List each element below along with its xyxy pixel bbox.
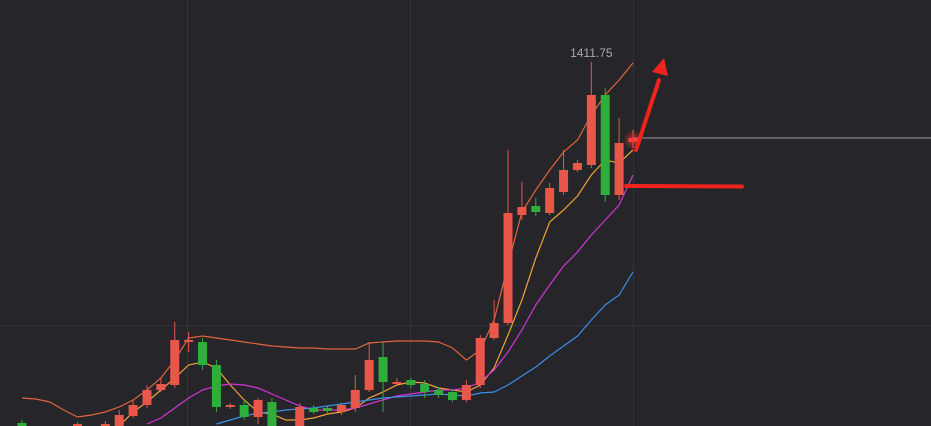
candle-body <box>350 390 360 408</box>
candle-body <box>128 405 138 416</box>
candle <box>73 422 83 426</box>
candle-body <box>614 143 624 195</box>
candle-body <box>336 405 346 412</box>
candle-body <box>323 408 332 411</box>
candle <box>461 380 471 402</box>
candle <box>128 400 138 418</box>
candle <box>420 380 430 398</box>
candle-body <box>17 423 27 426</box>
candle-body <box>142 390 152 405</box>
candle-body <box>364 360 374 390</box>
candle <box>572 160 582 172</box>
candle-body <box>586 95 596 165</box>
candle <box>392 378 402 386</box>
candle-body <box>531 206 541 212</box>
candle <box>600 88 610 202</box>
candle-body <box>73 424 83 426</box>
candle <box>142 385 152 408</box>
candle <box>184 332 194 352</box>
candle-body <box>156 384 166 390</box>
candle-body <box>392 382 402 384</box>
ma-line <box>118 149 634 426</box>
candle-body <box>420 384 430 392</box>
candle <box>406 378 416 388</box>
candle <box>503 150 513 325</box>
candle <box>531 198 541 216</box>
annotation-arrow <box>634 78 661 152</box>
candle <box>586 61 596 168</box>
candle-body <box>239 405 249 417</box>
candle <box>323 406 332 413</box>
candle-body <box>100 424 110 426</box>
candle-body <box>434 390 444 395</box>
high-price-label: 1411.75 <box>570 46 613 60</box>
candle-body <box>489 323 499 338</box>
candle <box>489 300 499 340</box>
candle <box>336 403 346 415</box>
candle-body <box>184 340 194 342</box>
candle <box>447 390 457 402</box>
candle-body <box>475 338 485 385</box>
candle-body <box>295 407 305 426</box>
candle-body <box>447 392 457 400</box>
candle <box>267 398 277 426</box>
candle <box>434 387 444 398</box>
candle-body <box>378 357 388 382</box>
candle <box>253 398 263 424</box>
candle <box>170 322 180 388</box>
candle <box>614 118 624 200</box>
candle <box>114 410 124 426</box>
candle <box>378 342 388 412</box>
candle-body <box>267 402 277 426</box>
candle-body <box>559 170 569 192</box>
candle <box>475 335 485 388</box>
candle <box>225 403 235 409</box>
candle <box>350 375 360 412</box>
candle <box>517 182 527 220</box>
candle-body <box>309 408 319 412</box>
candle-body <box>211 365 221 407</box>
candle <box>364 342 374 392</box>
candle-body <box>517 207 527 215</box>
candle <box>17 420 27 426</box>
candle <box>239 400 249 420</box>
candle-body <box>253 400 263 417</box>
ma-line <box>216 271 634 425</box>
candle <box>559 150 569 195</box>
candle-body <box>572 163 582 170</box>
candle <box>100 421 110 426</box>
candle <box>545 183 555 215</box>
candle-body <box>461 385 471 400</box>
annotation-arrow <box>624 184 744 189</box>
ma-line <box>21 62 634 418</box>
candle-body <box>170 340 180 385</box>
candle <box>295 403 305 426</box>
annotations <box>623 58 744 189</box>
candle <box>211 360 221 412</box>
arrow-head <box>652 58 668 76</box>
candle-body <box>406 380 416 385</box>
candle-body <box>225 405 235 407</box>
candle <box>198 338 208 370</box>
candle-body <box>545 188 555 213</box>
candle-body <box>114 415 124 426</box>
candle-body <box>503 213 513 323</box>
candle-body <box>600 95 610 195</box>
candle <box>156 378 166 392</box>
plot-area <box>17 61 931 426</box>
candle-body <box>198 342 208 365</box>
candle <box>309 405 319 414</box>
